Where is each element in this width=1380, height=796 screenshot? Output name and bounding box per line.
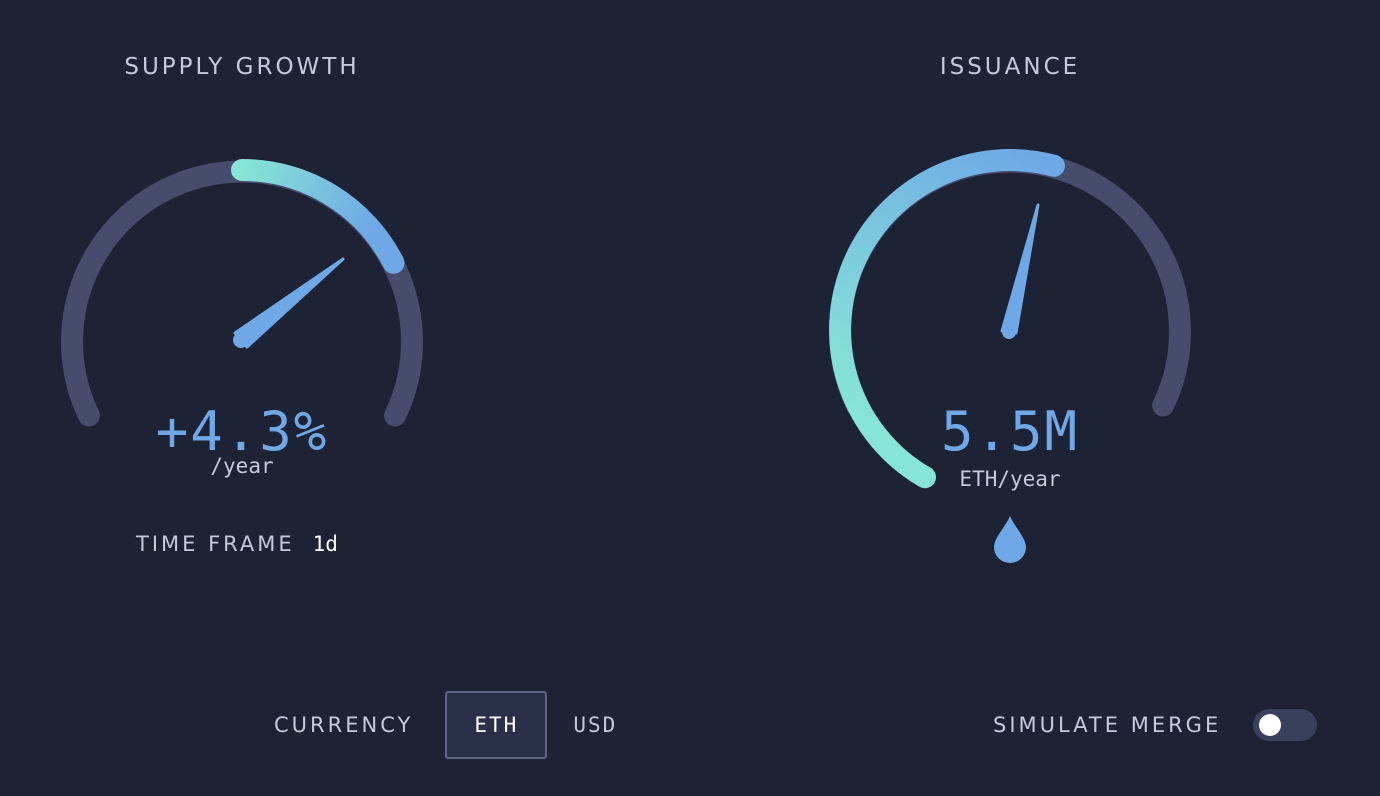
issuance-value: 5.5M [940, 400, 1080, 463]
timeframe-label: TIME FRAME [136, 532, 295, 556]
currency-usd-button[interactable]: USD [573, 713, 618, 737]
issuance-gauge-needle [1000, 203, 1040, 335]
currency-selector: CURRENCY ETH USD [274, 691, 617, 759]
toggle-knob [1259, 714, 1282, 736]
currency-eth-button[interactable]: ETH [445, 691, 548, 759]
simulate-merge-toggle[interactable] [1253, 709, 1318, 741]
drop-icon [994, 516, 1026, 563]
supply-growth-unit: /year [210, 454, 274, 478]
supply-gauge-fill [231, 159, 405, 274]
simulate-merge-control: SIMULATE MERGE [993, 708, 1318, 742]
supply-growth-value: +4.3% [155, 400, 329, 463]
supply-growth-title: SUPPLY GROWTH [124, 54, 360, 80]
issuance-title: ISSUANCE [939, 54, 1081, 80]
issuance-gauge-needle-hub [1002, 325, 1016, 339]
simulate-merge-label: SIMULATE MERGE [993, 713, 1222, 737]
supply-gauge-needle [233, 257, 345, 349]
currency-label: CURRENCY [274, 713, 414, 737]
timeframe-selector: TIME FRAME 1d [136, 532, 338, 556]
supply-gauge-needle-hub [233, 332, 249, 348]
issuance-gauge-fill [829, 149, 1065, 489]
timeframe-value[interactable]: 1d [312, 532, 338, 556]
issuance-unit: ETH/year [959, 467, 1061, 491]
